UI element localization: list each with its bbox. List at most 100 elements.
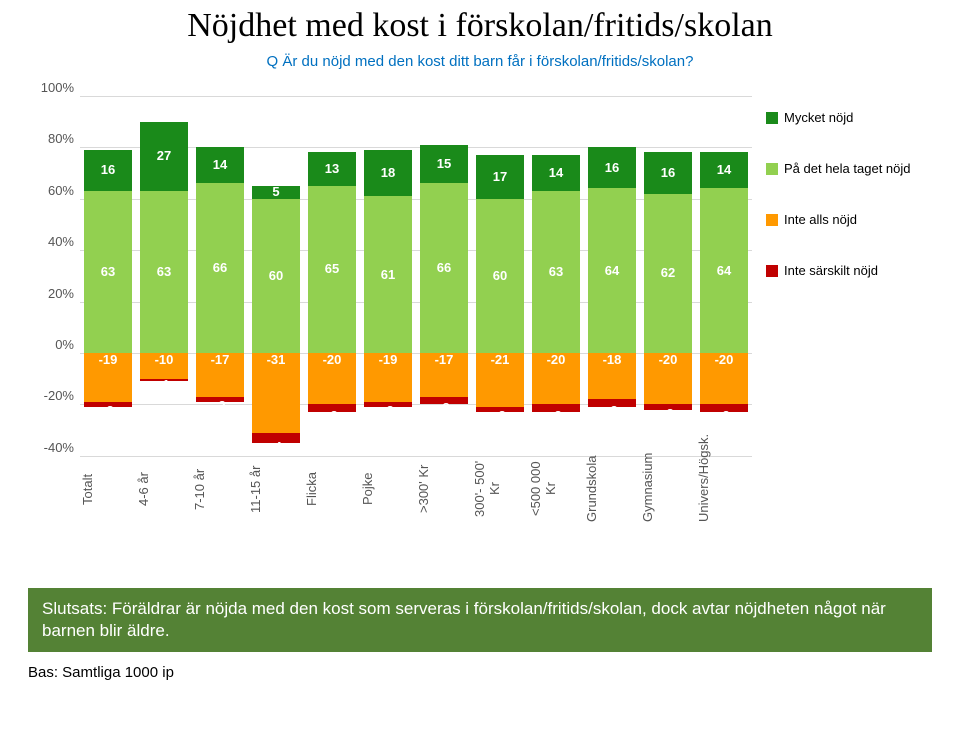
bar-value-mostly: 60 [252, 268, 299, 283]
bar-value-mostly: 64 [700, 263, 747, 278]
bar-value-very: 27 [140, 148, 187, 163]
bar-column: 63 27 -10 -1 [136, 96, 192, 456]
bar-value-notesp: -3 [532, 408, 579, 423]
bar-value-mostly: 64 [588, 263, 635, 278]
legend-item: På det hela taget nöjd [766, 161, 934, 176]
bar-value-mostly: 63 [140, 264, 187, 279]
bar-value-mostly: 66 [420, 260, 467, 275]
bar-value-mostly: 60 [476, 268, 523, 283]
bar-value-notall: -19 [364, 352, 411, 367]
bar-column: 64 16 -18 -3 [584, 96, 640, 456]
x-axis-labels: Totalt4-6 år7-10 år11-15 årFlickaPojke>3… [80, 456, 752, 526]
x-tick-label: 4-6 år [136, 456, 192, 526]
bar-value-notesp: -4 [252, 439, 299, 454]
bar-value-very: 18 [364, 165, 411, 180]
bar-value-notesp: -2 [364, 403, 411, 418]
y-tick-label: 20% [24, 286, 74, 301]
bar-value-notesp: -2 [476, 408, 523, 423]
x-tick-label: 300'- 500' Kr [472, 456, 528, 526]
legend: Mycket nöjd På det hela taget nöjd Inte al… [766, 110, 934, 314]
bar-column: 66 15 -17 -3 [416, 96, 472, 456]
bar-value-very: 13 [308, 161, 355, 176]
bar-value-very: 16 [644, 165, 691, 180]
x-tick-label: Pojke [360, 456, 416, 526]
bar-value-notesp: -2 [644, 406, 691, 421]
bar-value-notall: -18 [588, 352, 635, 367]
bar-value-very: 14 [532, 165, 579, 180]
base-note: Bas: Samtliga 1000 ip [28, 664, 174, 681]
legend-label: Mycket nöjd [784, 110, 853, 125]
bar-value-notall: -20 [644, 352, 691, 367]
x-tick-label: Univers/Högsk. [696, 456, 752, 526]
bar-column: 60 17 -21 -2 [472, 96, 528, 456]
bar-value-mostly: 65 [308, 261, 355, 276]
bar-value-notall: -10 [140, 352, 187, 367]
bar-value-notall: -19 [84, 352, 131, 367]
bar-value-notesp: -1 [140, 377, 187, 392]
bar-value-mostly: 63 [84, 264, 131, 279]
x-tick-label: 7-10 år [192, 456, 248, 526]
bar-value-very: 17 [476, 169, 523, 184]
legend-item: Mycket nöjd [766, 110, 934, 125]
x-tick-label: Totalt [80, 456, 136, 526]
chart-subtitle: Q Är du nöjd med den kost ditt barn får … [0, 53, 960, 70]
legend-swatch [766, 112, 778, 124]
y-tick-label: 60% [24, 183, 74, 198]
legend-item: Inte särskilt nöjd [766, 263, 934, 278]
bar-value-mostly: 63 [532, 264, 579, 279]
bar-value-mostly: 61 [364, 267, 411, 282]
legend-label: Inte alls nöjd [784, 212, 857, 227]
bars-container: 63 16 -19 -2 63 27 -10 -1 66 14 -17 -2 60 5 -31 -4 65 13 -… [80, 96, 752, 456]
conclusion-banner: Slutsats: Föräldrar är nöjda med den kos… [28, 588, 932, 652]
legend-label: Inte särskilt nöjd [784, 263, 878, 278]
bar-value-notesp: -2 [84, 403, 131, 418]
bar-value-very: 16 [588, 160, 635, 175]
bar-value-very: 14 [196, 157, 243, 172]
y-tick-label: 0% [24, 337, 74, 352]
x-tick-label: Flicka [304, 456, 360, 526]
bar-value-notesp: -3 [700, 408, 747, 423]
bar-value-mostly: 62 [644, 265, 691, 280]
legend-item: Inte alls nöjd [766, 212, 934, 227]
legend-swatch [766, 163, 778, 175]
legend-swatch [766, 214, 778, 226]
x-tick-label: Grundskola [584, 456, 640, 526]
bar-value-notesp: -3 [420, 400, 467, 415]
chart-area: 63 16 -19 -2 63 27 -10 -1 66 14 -17 -2 60 5 -31 -4 65 13 -… [24, 88, 934, 528]
bar-value-notesp: -2 [196, 398, 243, 413]
bar-column: 65 13 -20 -3 [304, 96, 360, 456]
x-tick-label: Gymnasium [640, 456, 696, 526]
bar-value-notall: -21 [476, 352, 523, 367]
plot-area: 63 16 -19 -2 63 27 -10 -1 66 14 -17 -2 60 5 -31 -4 65 13 -… [80, 96, 752, 456]
chart-title: Nöjdhet med kost i förskolan/fritids/sko… [0, 0, 960, 47]
bar-value-notall: -20 [700, 352, 747, 367]
legend-label: På det hela taget nöjd [784, 161, 911, 176]
bar-column: 61 18 -19 -2 [360, 96, 416, 456]
bar-value-notall: -31 [252, 352, 299, 367]
x-tick-label: 11-15 år [248, 456, 304, 526]
y-tick-label: -40% [24, 440, 74, 455]
bar-column: 63 16 -19 -2 [80, 96, 136, 456]
x-tick-label: >300' Kr [416, 456, 472, 526]
bar-value-notesp: -3 [308, 408, 355, 423]
bar-value-notall: -17 [196, 352, 243, 367]
y-tick-label: 100% [24, 80, 74, 95]
y-tick-label: 80% [24, 131, 74, 146]
bar-value-very: 16 [84, 162, 131, 177]
bar-column: 62 16 -20 -2 [640, 96, 696, 456]
bar-value-notall: -17 [420, 352, 467, 367]
bar-column: 66 14 -17 -2 [192, 96, 248, 456]
y-tick-label: 40% [24, 234, 74, 249]
bar-column: 63 14 -20 -3 [528, 96, 584, 456]
bar-value-very: 5 [252, 184, 299, 199]
legend-swatch [766, 265, 778, 277]
bar-column: 6414-20-3 [696, 96, 752, 456]
bar-value-notall: -20 [532, 352, 579, 367]
bar-column: 60 5 -31 -4 [248, 96, 304, 456]
x-tick-label: <500 000 Kr [528, 456, 584, 526]
y-tick-label: -20% [24, 388, 74, 403]
bar-value-very: 15 [420, 156, 467, 171]
bar-value-mostly: 66 [196, 260, 243, 275]
bar-value-notesp: -3 [588, 403, 635, 418]
bar-value-notall: -20 [308, 352, 355, 367]
